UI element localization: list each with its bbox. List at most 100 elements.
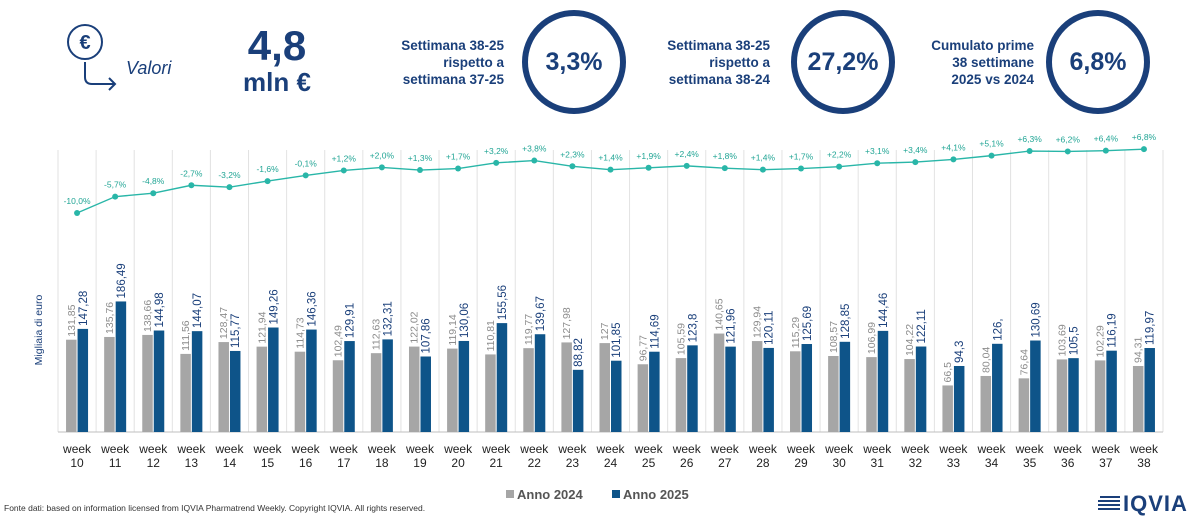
growth-label: +1,3% — [408, 153, 433, 163]
kpi-3-circle: 6,8% — [1046, 10, 1150, 114]
data-label-2024: 94,31 — [1133, 337, 1145, 363]
bar-2024 — [294, 351, 306, 432]
bar-2024 — [675, 358, 687, 432]
data-label-2024: 127 — [599, 322, 611, 340]
growth-label: -4,8% — [142, 176, 165, 186]
data-label-2025: 121,96 — [726, 308, 738, 343]
bar-2024 — [447, 348, 458, 432]
tick-label: week — [900, 442, 930, 456]
data-label-2024: 102,29 — [1095, 325, 1107, 357]
growth-label: +2,0% — [370, 150, 395, 160]
tick-label: 19 — [413, 456, 427, 470]
bar-2025 — [153, 330, 165, 432]
kpi-1-label: Settimana 38-25 rispetto a settimana 37-25 — [401, 38, 504, 87]
bar-2024 — [904, 359, 915, 432]
tick-label: week — [672, 442, 702, 456]
tick-label: 37 — [1099, 456, 1113, 470]
big-value-unit: mln € — [243, 67, 311, 97]
y-axis-label: Migliaia di euro — [33, 295, 45, 366]
bar-2025 — [458, 340, 470, 432]
tick-label: week — [443, 442, 473, 456]
growth-point — [264, 178, 271, 185]
data-label-2025: 101,85 — [611, 323, 623, 358]
bar-2025 — [306, 329, 317, 432]
bar-2024 — [1132, 365, 1144, 432]
tick-label: week — [1091, 442, 1121, 456]
bar-2024 — [66, 339, 77, 432]
growth-point — [645, 164, 652, 171]
tick-label: week — [862, 442, 892, 456]
data-label-2024: 114,73 — [294, 317, 306, 348]
tick-label: week — [748, 442, 778, 456]
tick-label: 20 — [451, 456, 465, 470]
iqvia-logo: IQVIA — [1098, 491, 1188, 517]
tick-label: 24 — [604, 456, 618, 470]
tick-label: 31 — [871, 456, 885, 470]
data-label-2025: 130,06 — [459, 303, 471, 338]
legend-swatch-2025 — [612, 490, 620, 498]
data-label-2025: 128,85 — [840, 304, 852, 339]
growth-label: +1,9% — [636, 151, 661, 161]
growth-label: +1,2% — [332, 153, 357, 163]
growth-point — [416, 167, 423, 174]
data-label-2025: 144,46 — [878, 293, 890, 328]
bar-2025 — [1068, 358, 1079, 432]
bar-2025 — [115, 301, 127, 432]
bar-2024 — [408, 346, 420, 432]
data-label-2025: 144,98 — [154, 292, 166, 327]
bar-2024 — [866, 357, 877, 432]
data-label-2024: 106,99 — [866, 322, 878, 354]
bar-2024 — [332, 360, 344, 432]
tick-label: 30 — [832, 456, 846, 470]
tick-label: week — [214, 442, 244, 456]
bar-2025 — [229, 350, 241, 432]
data-label-2025: 146,36 — [306, 291, 318, 326]
tick-label: 12 — [147, 456, 161, 470]
growth-point — [455, 165, 462, 172]
bar-2025 — [649, 351, 660, 432]
growth-label: +3,8% — [522, 144, 547, 154]
bar-2024 — [218, 342, 229, 432]
bar-2025 — [992, 343, 1003, 432]
growth-point — [683, 162, 690, 169]
growth-label: +6,3% — [1017, 134, 1042, 144]
bar-2024 — [751, 341, 763, 432]
tick-label: 22 — [528, 456, 542, 470]
growth-label: +1,4% — [598, 153, 623, 163]
bar-2024 — [713, 333, 725, 432]
bar-2024 — [1018, 378, 1030, 432]
growth-point — [988, 152, 995, 159]
growth-label: -1,6% — [256, 164, 279, 174]
bar-2024 — [1094, 360, 1106, 432]
growth-label: +3,1% — [865, 146, 890, 156]
data-label-2025: 130,69 — [1030, 302, 1042, 337]
growth-point — [721, 165, 728, 172]
growth-label: +2,2% — [827, 150, 852, 160]
bar-2025 — [611, 360, 622, 432]
data-label-2025: 94,3 — [954, 341, 966, 363]
legend-swatch-2024 — [506, 490, 514, 498]
data-label-2025: 147,28 — [78, 291, 90, 326]
tick-label: week — [100, 442, 130, 456]
tick-label: week — [62, 442, 92, 456]
kpi-2-label: Settimana 38-25 rispetto a settimana 38-24 — [667, 38, 770, 87]
growth-label: +6,4% — [1094, 134, 1119, 144]
tick-label: 16 — [299, 456, 313, 470]
tick-label: week — [557, 442, 587, 456]
data-label-2025: 88,82 — [573, 338, 585, 367]
bar-2024 — [980, 375, 992, 432]
tick-label: 28 — [756, 456, 770, 470]
data-label-2024: 112,63 — [371, 319, 383, 350]
tick-label: 23 — [566, 456, 580, 470]
growth-label: +2,4% — [675, 149, 700, 159]
legend-label-2024: Anno 2024 — [517, 487, 584, 502]
data-label-2025: 144,07 — [192, 293, 204, 328]
tick-label: week — [519, 442, 549, 456]
bar-2025 — [1144, 348, 1155, 432]
growth-label: +1,4% — [751, 153, 776, 163]
data-label-2025: 116,19 — [1107, 313, 1119, 347]
data-label-2025: 122,11 — [916, 309, 928, 343]
tick-label: 15 — [261, 456, 275, 470]
growth-point — [759, 166, 766, 173]
